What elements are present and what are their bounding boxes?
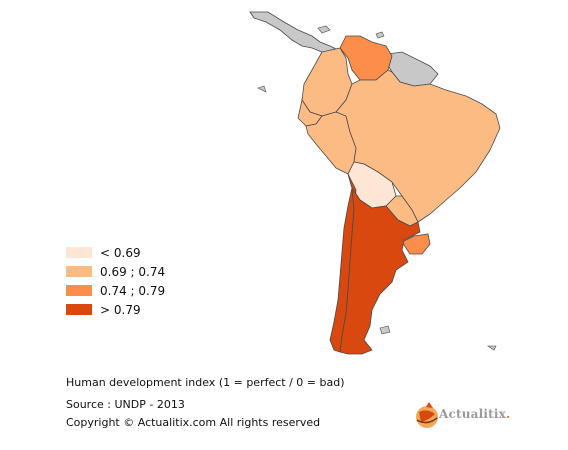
region-caribbean-island — [375, 31, 385, 39]
legend-label: < 0.69 — [100, 245, 141, 260]
country-brazil — [335, 69, 501, 223]
country-venezuela — [339, 35, 393, 81]
legend-item: 0.69 ; 0.74 — [66, 262, 165, 281]
legend-label: 0.74 ; 0.79 — [100, 283, 166, 298]
legend: < 0.69 0.69 ; 0.74 0.74 ; 0.79 > 0.79 — [66, 243, 165, 319]
map-caption-title: Human development index (1 = perfect / 0… — [66, 376, 345, 389]
country-argentina — [339, 187, 421, 355]
source-text: Source : UNDP - 2013 — [66, 398, 185, 411]
region-central-america — [249, 11, 339, 57]
legend-swatch — [66, 304, 92, 315]
logo-text: Actualitix. — [439, 407, 510, 421]
copyright-text: Copyright © Actualitix.com All rights re… — [66, 416, 321, 429]
region-caribbean-island — [317, 25, 331, 34]
legend-swatch — [66, 247, 92, 258]
logo-wordmark: Actualitix — [439, 407, 507, 421]
region-falkland-islands — [379, 325, 391, 335]
legend-swatch — [66, 266, 92, 277]
region-island — [487, 345, 497, 351]
actualitix-logo: Actualitix. — [413, 398, 523, 432]
country-uruguay — [401, 233, 431, 255]
legend-item: 0.74 ; 0.79 — [66, 281, 165, 300]
logo-dot: . — [506, 407, 511, 421]
legend-label: 0.69 ; 0.74 — [100, 264, 166, 279]
globe-logo-icon — [416, 402, 438, 428]
legend-swatch — [66, 285, 92, 296]
region-island — [257, 85, 267, 93]
legend-item: > 0.79 — [66, 300, 165, 319]
legend-label: > 0.79 — [100, 302, 141, 317]
legend-item: < 0.69 — [66, 243, 165, 262]
